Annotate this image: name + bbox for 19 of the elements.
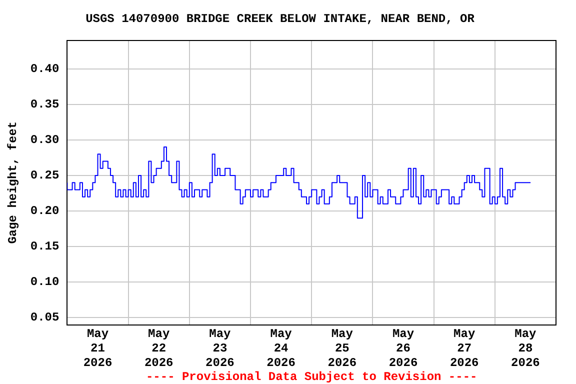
- y-tick-label: 0.35: [30, 97, 60, 112]
- x-tick-label: May 26 2026: [388, 327, 418, 370]
- y-tick-label: 0.05: [30, 310, 60, 325]
- x-tick-label: May 23 2026: [206, 327, 234, 370]
- x-tick-label: May 24 2026: [266, 327, 296, 370]
- text: ---- Provisional Data Subject to Revision ----: [146, 370, 478, 384]
- x-tick-label: May 27 2026: [450, 327, 479, 370]
- y-tick-label: 0.20: [30, 204, 60, 218]
- y-tick-label: 0.25: [30, 168, 60, 183]
- y-tick-label: 0.10: [30, 275, 60, 290]
- x-tick-label: May 21 2026: [83, 327, 112, 370]
- x-tick-label: May 25 2026: [328, 327, 357, 370]
- y-axis-title: Gage height, feet: [6, 121, 20, 244]
- x-tick-label: May 28 2026: [511, 327, 540, 370]
- y-tick-label: 0.15: [30, 240, 60, 254]
- y-tick-label: 0.30: [30, 132, 60, 147]
- x-tick-label: May 22 2026: [144, 327, 174, 370]
- y-tick-label: 0.40: [30, 62, 60, 76]
- chart-title: USGS 14070900 BRIDGE CREEK BELOW INTAKE, NEAR BEND, OR: [86, 12, 476, 26]
